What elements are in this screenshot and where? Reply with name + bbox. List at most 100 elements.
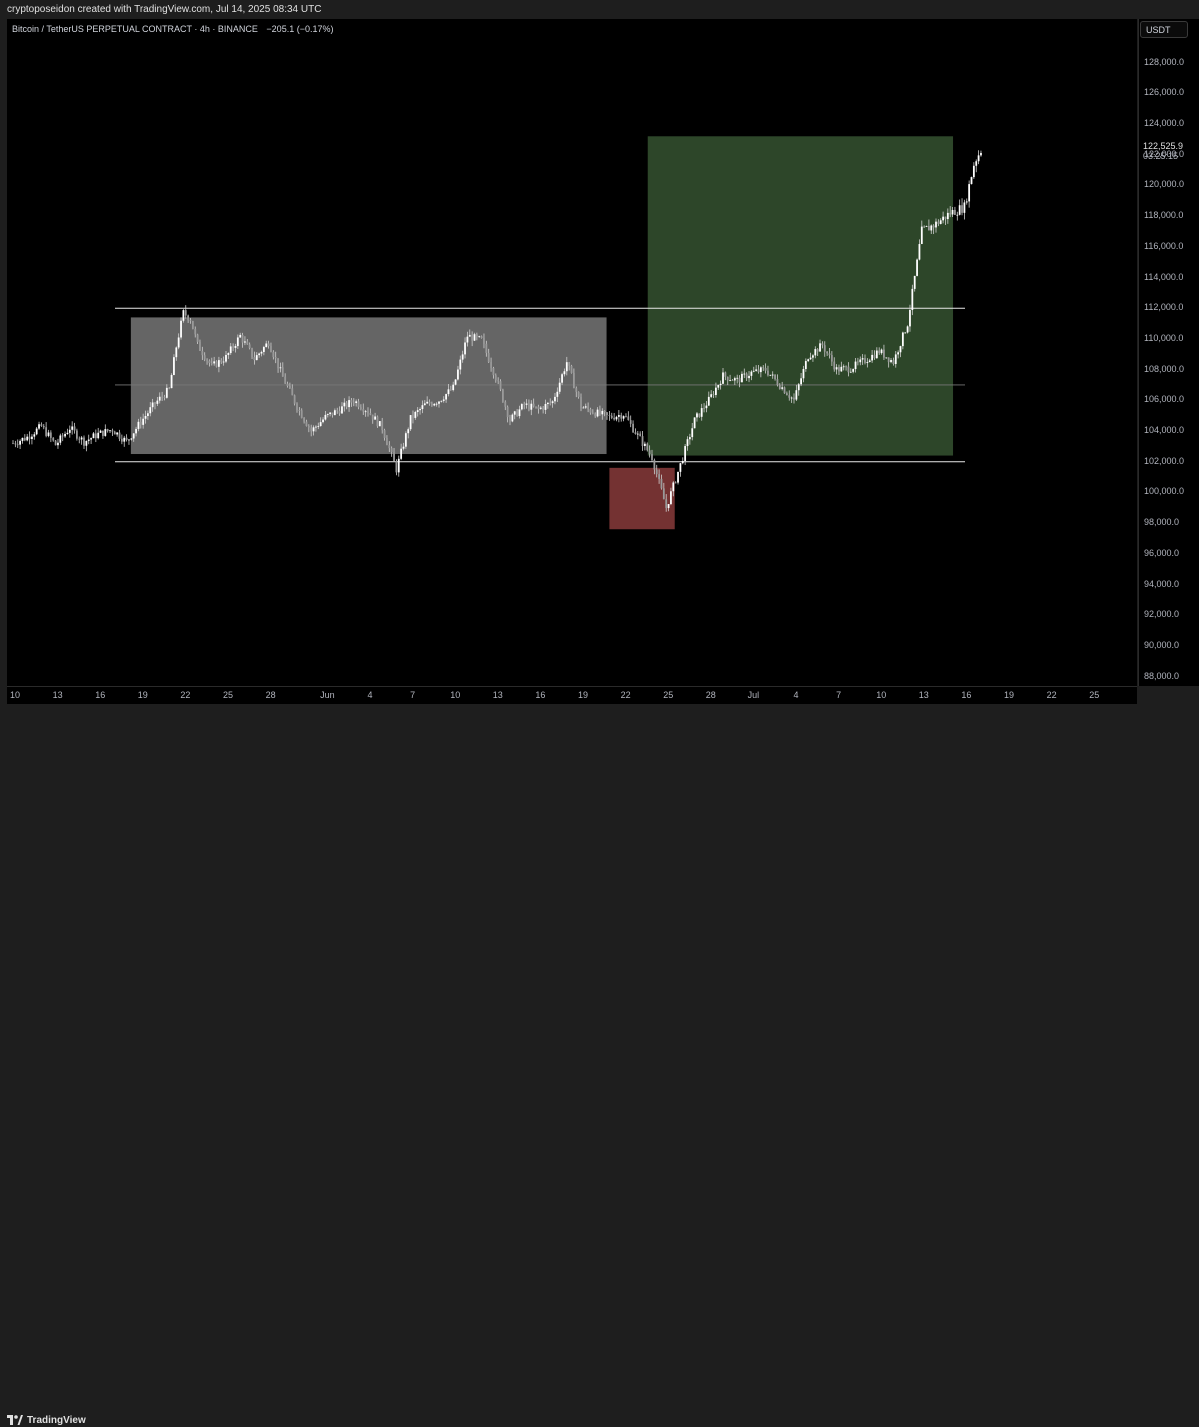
candle: [655, 464, 658, 478]
candle: [416, 407, 419, 417]
candle: [783, 386, 786, 394]
candle: [667, 504, 670, 512]
candle: [149, 402, 152, 417]
candle: [52, 437, 55, 442]
candle: [35, 427, 38, 436]
candle: [802, 365, 805, 383]
time-tick-label: 13: [52, 690, 63, 700]
candle: [255, 352, 258, 361]
candle: [544, 399, 547, 414]
candle: [613, 413, 616, 421]
candle: [102, 430, 104, 439]
candle: [76, 428, 78, 441]
candle: [68, 425, 71, 438]
candle: [781, 381, 784, 391]
candle: [764, 363, 767, 374]
tradingview-logo[interactable]: TradingView: [7, 1413, 86, 1427]
candle: [954, 206, 956, 216]
candle: [400, 443, 403, 461]
candle: [532, 398, 535, 408]
candle: [494, 373, 497, 383]
candle: [47, 429, 50, 438]
candle: [236, 334, 239, 349]
candle: [793, 393, 795, 404]
time-tick-label: 10: [876, 690, 887, 700]
candle: [700, 403, 703, 421]
candle: [371, 414, 374, 424]
candle: [492, 366, 495, 379]
candle: [78, 436, 81, 444]
time-tick-label: 28: [265, 690, 276, 700]
candle: [584, 403, 587, 409]
candle: [248, 342, 251, 350]
candle: [568, 361, 571, 371]
candle: [307, 424, 310, 433]
candle: [651, 449, 653, 462]
candle: [729, 374, 731, 382]
candle: [390, 446, 393, 457]
symbol-title: Bitcoin / TetherUS PERPETUAL CONTRACT · …: [12, 24, 258, 34]
candle: [830, 351, 833, 366]
chart-pane[interactable]: [7, 19, 1137, 686]
candle: [357, 398, 360, 410]
candle: [847, 362, 850, 377]
candle: [648, 445, 651, 458]
candle: [106, 428, 109, 433]
candle: [215, 360, 218, 368]
currency-selector[interactable]: USDT: [1140, 21, 1188, 38]
candle: [828, 347, 831, 359]
candle: [64, 431, 66, 438]
candle: [305, 419, 308, 427]
price-tick-label: 126,000.0: [1144, 87, 1185, 98]
candle: [452, 381, 455, 392]
candle: [435, 402, 438, 407]
candle: [329, 412, 332, 417]
candle: [12, 440, 14, 445]
attribution-text: cryptoposeidon created with TradingView.…: [7, 4, 322, 15]
candle: [442, 396, 445, 403]
candle: [537, 404, 540, 414]
candle: [894, 351, 897, 368]
candle: [191, 320, 194, 330]
candle: [641, 430, 644, 451]
candle: [606, 411, 608, 420]
candle: [362, 403, 365, 415]
candle: [473, 332, 476, 341]
candle: [951, 206, 954, 217]
time-tick-label: 13: [918, 690, 929, 700]
time-tick-label: 10: [9, 690, 20, 700]
candle: [771, 371, 774, 379]
candle: [459, 355, 462, 375]
candle: [222, 356, 225, 366]
candle: [842, 364, 845, 371]
candle: [838, 364, 840, 375]
candle: [109, 429, 111, 434]
candle: [916, 258, 918, 277]
price-chart[interactable]: [7, 19, 1137, 686]
candle: [402, 442, 405, 451]
time-tick-label: 16: [95, 690, 106, 700]
candle: [386, 435, 388, 446]
candle: [419, 407, 421, 415]
candle: [26, 433, 29, 442]
symbol-legend[interactable]: Bitcoin / TetherUS PERPETUAL CONTRACT · …: [12, 24, 333, 34]
candle: [662, 482, 665, 500]
candle: [487, 348, 490, 364]
candle: [497, 377, 500, 385]
candle: [59, 433, 62, 446]
price-axis[interactable]: 88,000.0 90,000.0 92,000.0 94,000.0 96,000.0…: [1138, 19, 1199, 686]
candle: [852, 368, 855, 374]
candle: [147, 410, 149, 420]
time-tick-label: 22: [1046, 690, 1057, 700]
candle: [601, 408, 604, 420]
time-axis[interactable]: 10 13 16 19 22 25 28 Jun 4 7 10 13 16 19 22 25 28 Jul 4 7 10…: [7, 686, 1137, 705]
candle: [913, 275, 916, 292]
candle: [73, 422, 76, 434]
candle: [523, 401, 526, 410]
candle: [175, 346, 178, 361]
candle: [918, 239, 921, 261]
candle: [168, 386, 171, 390]
candle: [173, 354, 175, 376]
candle: [125, 434, 128, 442]
candle: [83, 435, 85, 450]
